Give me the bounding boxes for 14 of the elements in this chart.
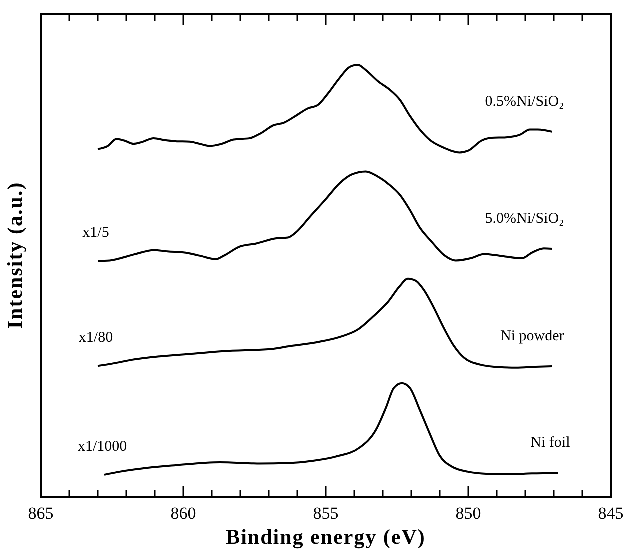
annotation: x1/5: [82, 225, 110, 242]
annotation: x1/80: [78, 330, 114, 346]
x-tick-label: 855: [313, 504, 339, 523]
series-label: 0.5%Ni/SiO₂: [485, 94, 564, 110]
series-label: Ni powder: [500, 328, 564, 345]
annotation: x1/1000: [78, 438, 128, 455]
series-label: Ni foil: [530, 435, 570, 452]
x-tick-label: 850: [456, 504, 482, 523]
x-tick-label: 860: [170, 504, 196, 523]
y-axis-title: Intensity (a.u.): [3, 182, 27, 330]
x-tick-label: 865: [28, 504, 54, 523]
series-label: 5.0%Ni/SiO₂: [485, 211, 564, 228]
x-tick-label: 845: [598, 504, 624, 523]
x-axis-title: Binding energy (eV): [226, 525, 426, 549]
